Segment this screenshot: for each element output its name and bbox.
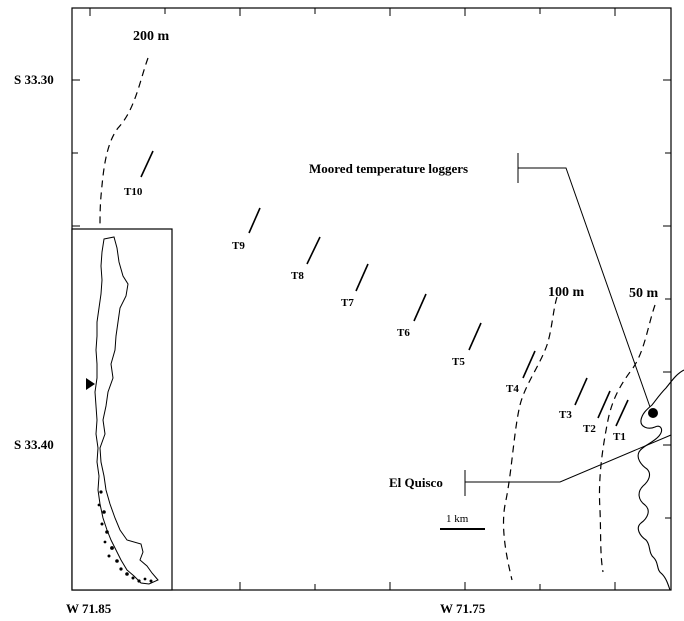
- transect-label-t8: T8: [291, 270, 304, 282]
- transect-line-t6: [413, 293, 427, 322]
- transect-line-t9: [248, 207, 261, 234]
- inset-islands: [97, 490, 153, 583]
- isobath-200m: [99, 57, 149, 227]
- scale-bar-label: 1 km: [446, 513, 469, 525]
- annotation-el-quisco: El Quisco: [389, 475, 443, 490]
- isobath-label-50m: 50 m: [629, 286, 659, 301]
- transect-label-t9: T9: [232, 240, 245, 252]
- transect-label-t10: T10: [124, 186, 143, 198]
- lon-tick-label-1: W 71.85: [66, 601, 112, 616]
- lon-tick-label-2: W 71.75: [440, 601, 486, 616]
- isobath-50m: [598, 304, 656, 573]
- transect-line-t5: [468, 322, 482, 351]
- transect-line-t4: [522, 350, 536, 379]
- transect-label-t3: T3: [559, 409, 572, 421]
- transect-line-t1: [615, 399, 629, 427]
- transect-line-t7: [355, 263, 369, 292]
- transect-line-t10: [140, 150, 154, 178]
- mooring-site-marker: [648, 408, 658, 418]
- lat-tick-label-2: S 33.40: [14, 437, 54, 452]
- transect-label-t5: T5: [452, 356, 465, 368]
- transect-line-t3: [574, 377, 588, 406]
- transect-label-t2: T2: [583, 423, 596, 435]
- transect-label-t1: T1: [613, 431, 626, 443]
- annotation-moored-loggers: Moored temperature loggers: [309, 161, 469, 176]
- transect-line-t2: [597, 390, 611, 419]
- isobath-label-100m: 100 m: [548, 285, 585, 300]
- lat-tick-label-1: S 33.30: [14, 72, 54, 87]
- coastline: [637, 369, 684, 591]
- transect-lines: [140, 150, 629, 427]
- transect-label-t7: T7: [341, 297, 354, 309]
- inset-chile-outline: [94, 236, 159, 585]
- isobath-label-200m: 200 m: [133, 29, 170, 44]
- isobath-100m: [502, 296, 558, 581]
- transect-label-t6: T6: [397, 327, 410, 339]
- transect-line-t8: [306, 236, 321, 265]
- inset-location-arrow: [86, 378, 95, 390]
- leader-lines: [464, 153, 672, 496]
- transect-label-t4: T4: [506, 383, 519, 395]
